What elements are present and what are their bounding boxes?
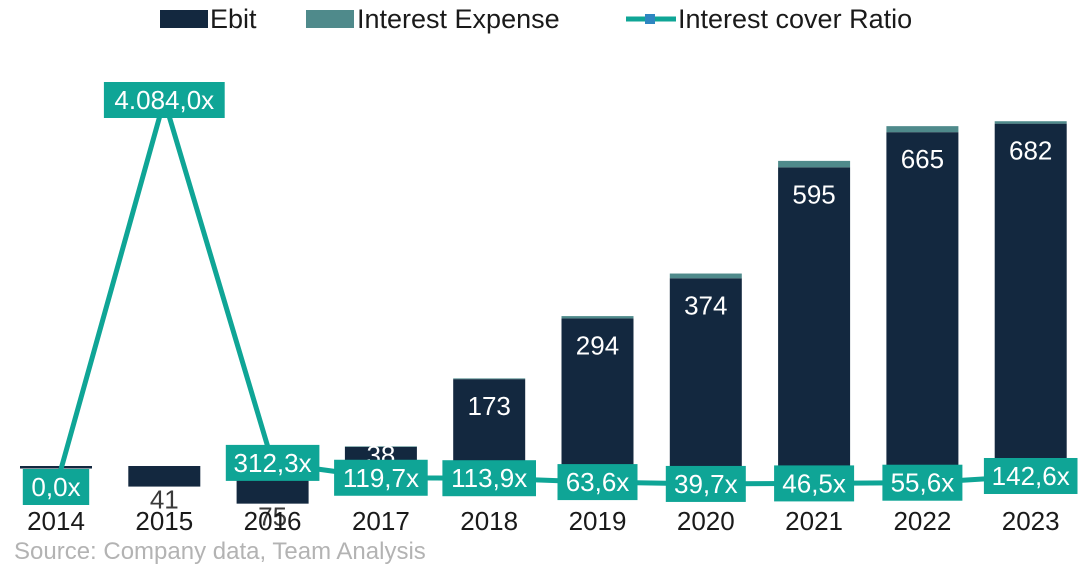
ebit-bar <box>561 318 634 466</box>
x-tick-label: 2021 <box>785 506 843 536</box>
x-tick-label: 2017 <box>352 506 410 536</box>
legend-swatch-interest-expense <box>306 10 354 28</box>
ratio-value-label: 312,3x <box>234 448 312 478</box>
ratio-label: 312,3x <box>225 444 320 481</box>
ratio-value-label: 142,6x <box>992 461 1070 491</box>
ratio-label: 63,6x <box>557 464 638 501</box>
legend-marker-ratio <box>645 14 655 24</box>
ratio-label: 39,7x <box>665 465 746 502</box>
ebit-value-label: 173 <box>468 391 511 421</box>
legend: Ebit Interest Expense Interest cover Ratio <box>160 4 912 34</box>
interest-expense-bar <box>778 160 851 168</box>
ratio-value-label: 4.084,0x <box>114 85 214 115</box>
ratio-label: 119,7x <box>334 459 428 496</box>
ratio-label: 55,6x <box>882 464 963 501</box>
interest-expense-bar <box>994 121 1067 124</box>
ratio-labels-group: 0,0x 4.084,0x 312,3x 119,7x 113,9x 63,6x 39,7x… <box>22 82 1078 505</box>
x-tick-label: 2016 <box>244 506 302 536</box>
interest-cover-line <box>53 97 1031 488</box>
interest-expense-bar <box>886 126 959 133</box>
source-note: Source: Company data, Team Analysis <box>14 538 426 565</box>
ratio-label: 113,9x <box>442 460 536 497</box>
ratio-value-label: 55,6x <box>891 468 955 498</box>
ratio-value-label: 113,9x <box>451 463 527 493</box>
ratio-label-box <box>983 457 1078 494</box>
ebit-value-label: 682 <box>1009 136 1052 166</box>
ratio-label: 4.084,0x <box>103 82 225 118</box>
ratio-label-box <box>882 464 963 501</box>
ratio-label: 46,5x <box>774 465 855 502</box>
ebit-bar <box>778 167 851 466</box>
bars-group <box>20 121 1067 504</box>
ratio-value-label: 63,6x <box>566 467 630 497</box>
ratio-label-box <box>334 459 428 496</box>
x-tick-label: 2014 <box>27 506 85 536</box>
interest-expense-bar <box>344 446 417 447</box>
ebit-bar <box>994 123 1067 467</box>
ratio-label: 142,6x <box>983 457 1078 494</box>
ebit-bar <box>128 466 201 487</box>
x-tick-label: 2023 <box>1002 506 1060 536</box>
ebit-bar <box>20 466 92 469</box>
x-tick-label: 2020 <box>677 506 735 536</box>
ebit-value-label: 374 <box>684 290 727 320</box>
ratio-label-box <box>774 465 855 502</box>
interest-expense-bar <box>453 378 526 380</box>
ratio-value-label: 39,7x <box>674 469 738 499</box>
ebit-value-label: 595 <box>792 179 835 209</box>
x-tick-label: 2015 <box>135 506 193 536</box>
ebit-bar <box>453 379 526 466</box>
ratio-label-box <box>442 460 536 497</box>
legend-label-ratio: Interest cover Ratio <box>678 4 912 34</box>
ratio-label-box <box>103 82 225 118</box>
ebit-value-label: 41 <box>150 485 179 515</box>
ratio-label-box <box>225 444 320 481</box>
ratio-value-label: 119,7x <box>343 463 419 493</box>
x-tick-label: 2022 <box>893 506 951 536</box>
ratio-label-box <box>557 464 638 501</box>
ratio-value-label: 46,5x <box>782 468 846 498</box>
x-tick-label: 2019 <box>569 506 627 536</box>
legend-label-ebit: Ebit <box>210 4 257 34</box>
ebit-value-label: 294 <box>576 330 619 360</box>
ratio-label-box <box>22 469 90 505</box>
ratio-value-label: 0,0x <box>31 472 80 502</box>
x-tick-label: 2018 <box>460 506 518 536</box>
ratio-label: 0,0x <box>22 469 90 505</box>
ebit-value-label: 75 <box>258 502 287 532</box>
ebit-bar <box>669 278 742 466</box>
legend-swatch-ebit <box>160 10 208 28</box>
ratio-label-box <box>665 465 746 502</box>
interest-expense-bar <box>561 316 634 319</box>
interest-expense-bar <box>669 273 742 279</box>
x-axis-labels: 2014 2015 2016 2017 2018 2019 2020 2021 2022 2023 <box>27 506 1060 536</box>
ebit-bar <box>886 132 959 467</box>
ebit-value-label: 665 <box>901 144 944 174</box>
legend-label-interest-expense: Interest Expense <box>357 4 560 34</box>
